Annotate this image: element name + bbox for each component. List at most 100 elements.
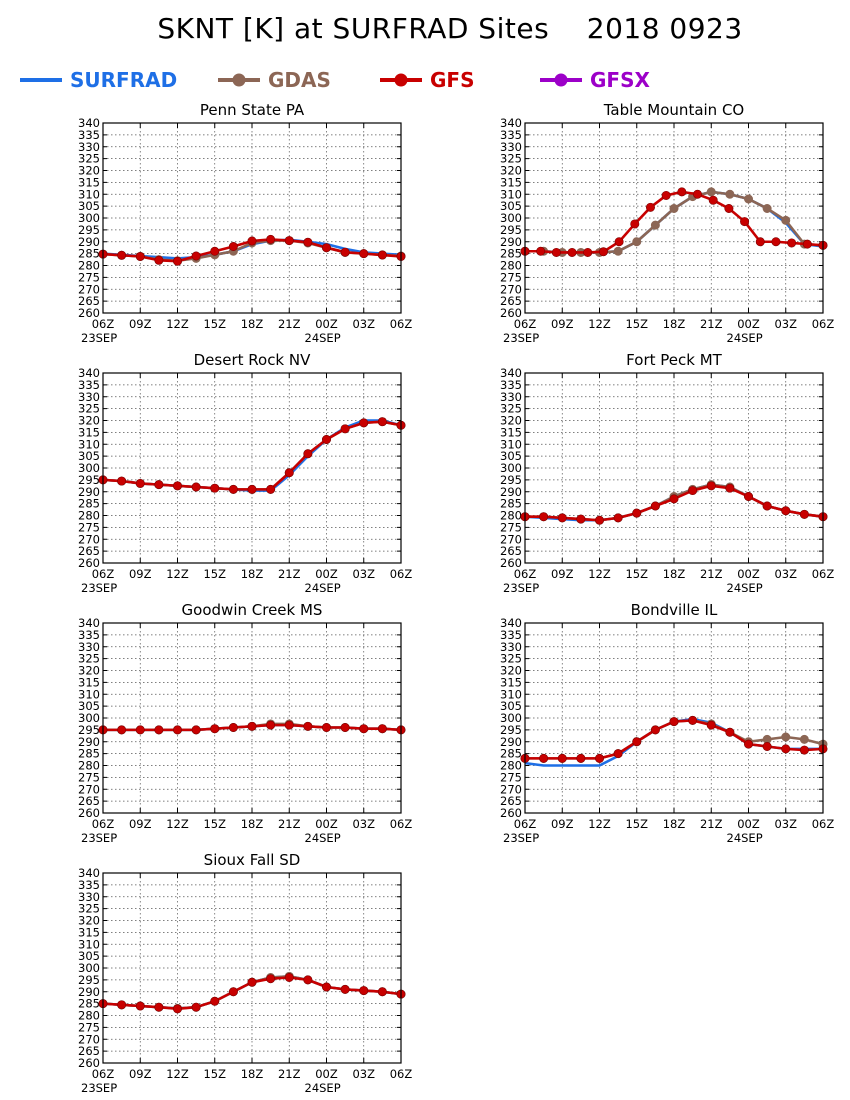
xtick-label: 15Z	[625, 817, 648, 831]
series-point	[210, 724, 220, 734]
series-point	[539, 753, 549, 763]
series-point	[536, 246, 546, 256]
series-point	[359, 418, 369, 428]
series-point	[247, 484, 257, 494]
xtick-label: 21Z	[278, 317, 301, 331]
gridlines	[103, 373, 401, 563]
series-point	[799, 745, 809, 755]
xdate-label: 24SEP	[305, 581, 341, 595]
series-point	[594, 515, 604, 525]
series-point	[247, 721, 257, 731]
xtick-label: 09Z	[551, 817, 574, 831]
series-point	[359, 724, 369, 734]
series-point	[228, 484, 238, 494]
ytick-label: 300	[500, 211, 522, 225]
series-point	[557, 513, 567, 523]
series-point	[173, 725, 183, 735]
series-point	[743, 739, 753, 749]
ytick-label: 330	[78, 390, 100, 404]
xdate-label: 23SEP	[81, 831, 117, 845]
ytick-label: 295	[78, 223, 100, 237]
series-point	[173, 256, 183, 266]
xtick-label: 09Z	[129, 567, 152, 581]
ytick-label: 265	[78, 794, 100, 808]
series-point	[650, 501, 660, 511]
series-point	[340, 247, 350, 257]
series-point	[191, 482, 201, 492]
chart-table-mountain-co: Table Mountain CO 26026527027528028529029…	[500, 101, 834, 345]
ytick-label: 270	[78, 282, 100, 296]
series-point	[706, 481, 716, 491]
xdate-label: 23SEP	[81, 581, 117, 595]
series-point	[284, 720, 294, 730]
series-point	[632, 237, 642, 247]
ytick-label: 325	[78, 152, 100, 166]
series-point	[725, 727, 735, 737]
ytick-label: 270	[78, 782, 100, 796]
xtick-label: 21Z	[278, 567, 301, 581]
ytick-label: 305	[500, 699, 522, 713]
xtick-label: 09Z	[129, 317, 152, 331]
ytick-label: 275	[78, 1020, 100, 1034]
xtick-label: 00Z	[315, 567, 338, 581]
xtick-label: 03Z	[352, 817, 375, 831]
ytick-label: 335	[78, 628, 100, 642]
xtick-label: 21Z	[700, 317, 723, 331]
ytick-label: 285	[78, 747, 100, 761]
xdate-label: 23SEP	[503, 331, 539, 345]
xtick-label: 21Z	[278, 817, 301, 831]
xdate-label: 23SEP	[503, 831, 539, 845]
ytick-label: 280	[500, 759, 522, 773]
series-point	[755, 237, 765, 247]
series-point	[359, 986, 369, 996]
series-point	[321, 722, 331, 732]
ytick-label: 290	[500, 235, 522, 249]
series-point	[650, 220, 660, 230]
series-point	[284, 236, 294, 246]
series-point	[762, 501, 772, 511]
xtick-label: 18Z	[663, 567, 686, 581]
series-point	[266, 234, 276, 244]
ytick-label: 270	[78, 532, 100, 546]
series-gfs	[520, 187, 828, 257]
xtick-label: 06Z	[390, 567, 413, 581]
xtick-label: 18Z	[241, 317, 264, 331]
ytick-label: 275	[500, 270, 522, 284]
xtick-label: 06Z	[92, 1067, 115, 1081]
ytick-label: 325	[500, 152, 522, 166]
series-point	[247, 977, 257, 987]
series-point	[630, 219, 640, 229]
series-point	[321, 982, 331, 992]
xtick-label: 15Z	[625, 567, 648, 581]
series-point	[762, 204, 772, 214]
xtick-label: 06Z	[92, 317, 115, 331]
ytick-label: 275	[78, 770, 100, 784]
series-point	[377, 250, 387, 260]
ytick-label: 265	[500, 794, 522, 808]
series-gfs	[98, 417, 406, 494]
ytick-label: 340	[78, 366, 100, 380]
xtick-label: 03Z	[352, 567, 375, 581]
xtick-label: 03Z	[352, 1067, 375, 1081]
ytick-label: 280	[78, 759, 100, 773]
ytick-label: 305	[78, 449, 100, 463]
xtick-label: 15Z	[203, 817, 226, 831]
ytick-label: 335	[500, 628, 522, 642]
series-line	[102, 420, 402, 491]
ytick-label: 340	[500, 116, 522, 130]
ytick-label: 335	[78, 378, 100, 392]
xtick-label: 00Z	[737, 567, 760, 581]
series-point	[210, 246, 220, 256]
series-point	[688, 486, 698, 496]
series-point	[340, 722, 350, 732]
plot-frame	[524, 122, 824, 314]
series-point	[781, 506, 791, 516]
ytick-label: 275	[500, 520, 522, 534]
ytick-label: 275	[78, 520, 100, 534]
series-point	[706, 720, 716, 730]
xtick-label: 06Z	[514, 567, 537, 581]
series-point	[135, 251, 145, 261]
xdate-label: 24SEP	[727, 581, 763, 595]
series-gdas	[520, 187, 828, 257]
series-point	[154, 725, 164, 735]
